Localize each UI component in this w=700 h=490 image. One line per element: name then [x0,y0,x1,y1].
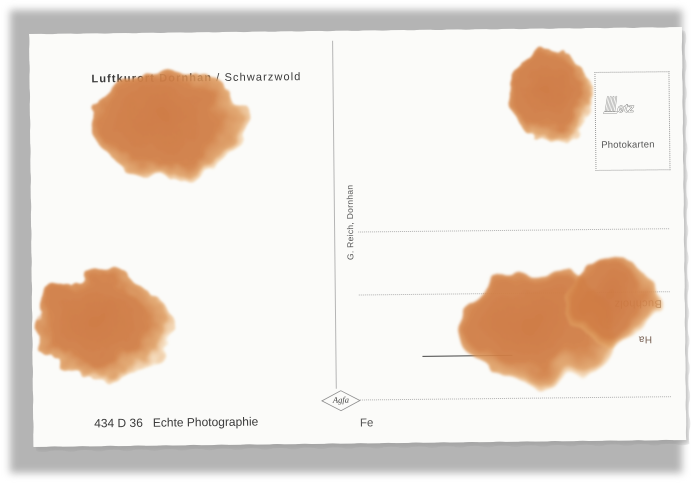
svg-text:etz: etz [617,101,634,115]
svg-text:Agfa: Agfa [331,394,348,404]
